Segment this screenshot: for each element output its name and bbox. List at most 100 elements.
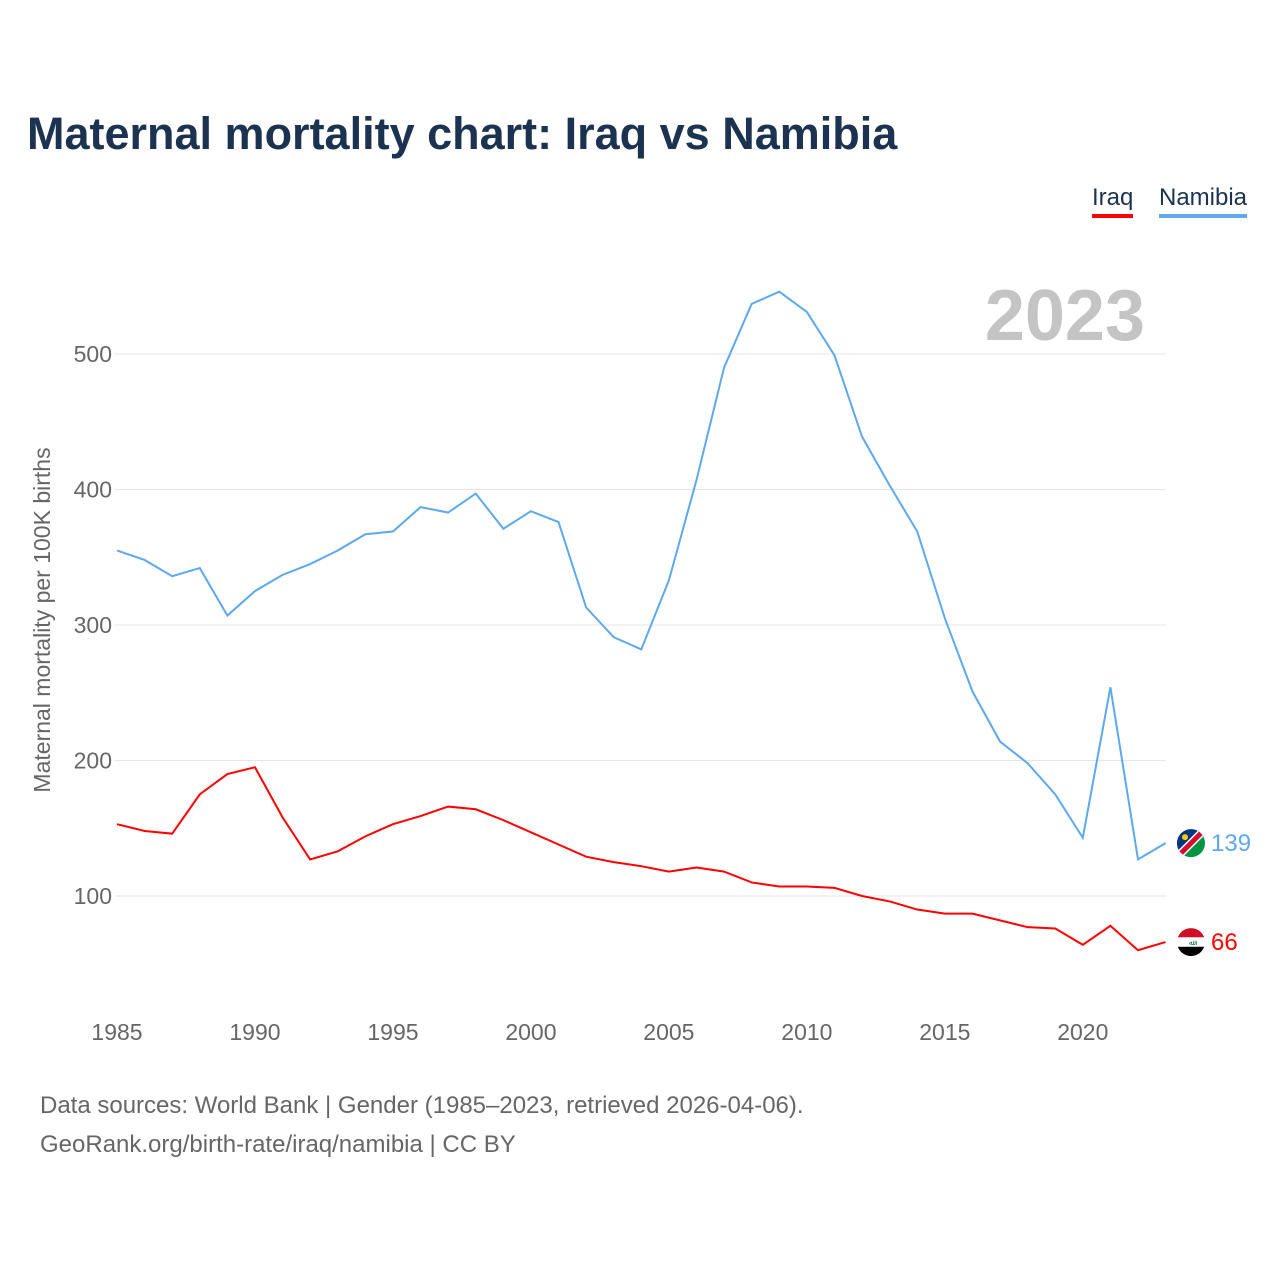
data-point[interactable] [472,490,480,498]
data-point[interactable] [141,556,149,564]
data-point[interactable] [610,633,618,641]
data-point[interactable] [223,770,231,778]
data-point[interactable] [306,560,314,568]
data-point[interactable] [720,868,728,876]
x-tick-label: 2010 [781,1019,832,1045]
x-tick-label: 1985 [91,1019,142,1045]
iraq-flag-icon: ﷲ [1177,928,1205,957]
data-point[interactable] [141,827,149,835]
data-point[interactable] [692,476,700,484]
namibia-end-value: 139 [1211,830,1251,857]
namibia-flag-icon [1177,829,1205,858]
data-point[interactable] [1106,922,1114,930]
data-point[interactable] [748,878,756,886]
y-tick-label: 400 [74,477,112,503]
data-point[interactable] [720,364,728,372]
data-point[interactable] [637,645,645,653]
data-point[interactable] [417,503,425,511]
source-text: Data sources: World Bank | Gender (1985–… [40,1092,804,1119]
data-point[interactable] [996,916,1004,924]
data-point[interactable] [665,868,673,876]
data-point[interactable] [196,564,204,572]
data-point[interactable] [499,525,507,533]
year-watermark: 2023 [985,276,1145,356]
data-point[interactable] [1024,759,1032,767]
x-tick-label: 1995 [367,1019,418,1045]
y-tick-label: 200 [74,748,112,774]
data-point[interactable] [941,614,949,622]
legend-iraq[interactable]: Iraq [1092,184,1134,218]
data-point[interactable] [223,612,231,620]
data-point[interactable] [555,841,563,849]
data-point[interactable] [196,790,204,798]
data-point[interactable] [555,518,563,526]
data-point[interactable] [334,546,342,554]
chart-title: Maternal mortality chart: Iraq vs Namibi… [27,108,898,159]
data-point[interactable] [279,571,287,579]
data-point[interactable] [830,884,838,892]
data-point[interactable] [361,530,369,538]
x-tick-label: 2000 [505,1019,556,1045]
data-point[interactable] [913,528,921,536]
data-point[interactable] [499,816,507,824]
data-point[interactable] [113,546,121,554]
data-point[interactable] [444,509,452,517]
data-point[interactable] [279,813,287,821]
data-point[interactable] [472,805,480,813]
data-point[interactable] [113,820,121,828]
data-point[interactable] [1079,834,1087,842]
x-tick-label: 1990 [229,1019,280,1045]
data-point[interactable] [968,687,976,695]
data-point[interactable] [913,906,921,914]
data-point[interactable] [582,603,590,611]
y-axis-label: Maternal mortality per 100K births [29,447,55,792]
data-point[interactable] [748,300,756,308]
data-point[interactable] [527,828,535,836]
data-point[interactable] [637,862,645,870]
data-point[interactable] [417,812,425,820]
data-point[interactable] [1134,855,1142,863]
data-point[interactable] [168,830,176,838]
data-point[interactable] [582,853,590,861]
data-point[interactable] [775,883,783,891]
data-point[interactable] [996,738,1004,746]
data-point[interactable] [858,433,866,441]
data-point[interactable] [665,576,673,584]
data-point[interactable] [1079,941,1087,949]
x-tick-label: 2005 [643,1019,694,1045]
data-point[interactable] [444,803,452,811]
data-point[interactable] [803,883,811,891]
data-point[interactable] [775,288,783,296]
data-point[interactable] [1024,923,1032,931]
series-line-namibia [116,290,1167,862]
y-tick-label: 500 [74,341,112,367]
data-point[interactable] [389,528,397,536]
source-link[interactable]: GeoRank.org/birth-rate/iraq/namibia | CC… [40,1131,516,1158]
data-point[interactable] [1162,938,1170,946]
iraq-end-value: 66 [1211,929,1238,956]
data-point[interactable] [886,897,894,905]
y-tick-label: 300 [74,612,112,638]
data-point[interactable] [1134,946,1142,954]
data-point[interactable] [803,308,811,316]
data-point[interactable] [334,847,342,855]
data-point[interactable] [306,855,314,863]
legend-namibia[interactable]: Namibia [1159,184,1248,218]
data-point[interactable] [858,892,866,900]
data-point[interactable] [1106,683,1114,691]
data-point[interactable] [968,910,976,918]
data-point[interactable] [361,832,369,840]
data-point[interactable] [168,572,176,580]
data-point[interactable] [251,763,259,771]
data-point[interactable] [251,587,259,595]
data-point[interactable] [1051,790,1059,798]
data-point[interactable] [941,910,949,918]
data-point[interactable] [830,351,838,359]
data-point[interactable] [692,864,700,872]
data-point[interactable] [389,820,397,828]
data-point[interactable] [1162,839,1170,847]
data-point[interactable] [527,507,535,515]
data-point[interactable] [1051,925,1059,933]
data-point[interactable] [610,858,618,866]
data-point[interactable] [886,481,894,489]
